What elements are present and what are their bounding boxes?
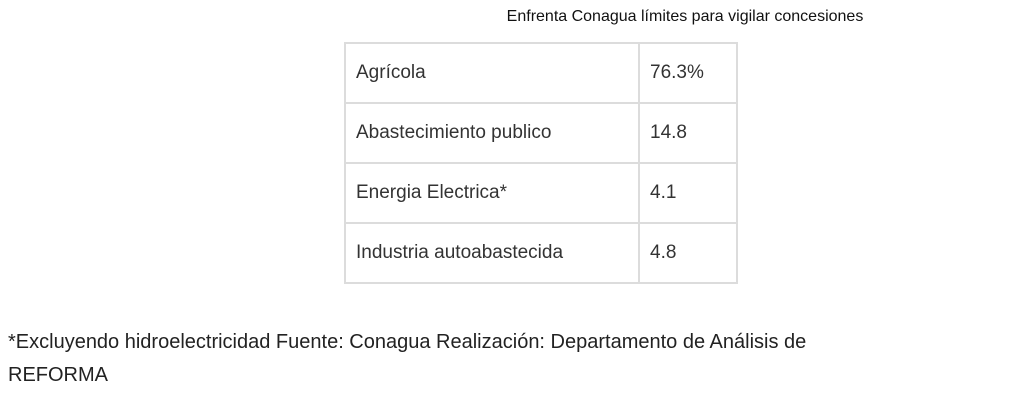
footnote-line-2: REFORMA xyxy=(8,364,108,386)
row-label: Industria autoabastecida xyxy=(344,222,640,284)
table-row: Abastecimiento publico 14.8 xyxy=(344,102,738,164)
row-value: 14.8 xyxy=(638,102,738,164)
table-row: Agrícola 76.3% xyxy=(344,42,738,104)
footnote: *Excluyendo hidroelectricidad Fuente: Co… xyxy=(8,326,1008,392)
table-caption: Enfrenta Conagua límites para vigilar co… xyxy=(506,8,864,25)
row-label: Abastecimiento publico xyxy=(344,102,640,164)
row-value: 76.3% xyxy=(638,42,738,104)
row-label: Energia Electrica* xyxy=(344,162,640,224)
water-use-table: Agrícola 76.3% Abastecimiento publico 14.8… xyxy=(344,42,738,284)
footnote-line-1: *Excluyendo hidroelectricidad Fuente: Co… xyxy=(8,331,807,353)
row-value: 4.8 xyxy=(638,222,738,284)
row-label: Agrícola xyxy=(344,42,640,104)
table-row: Energia Electrica* 4.1 xyxy=(344,162,738,224)
row-value: 4.1 xyxy=(638,162,738,224)
table-row: Industria autoabastecida 4.8 xyxy=(344,222,738,284)
